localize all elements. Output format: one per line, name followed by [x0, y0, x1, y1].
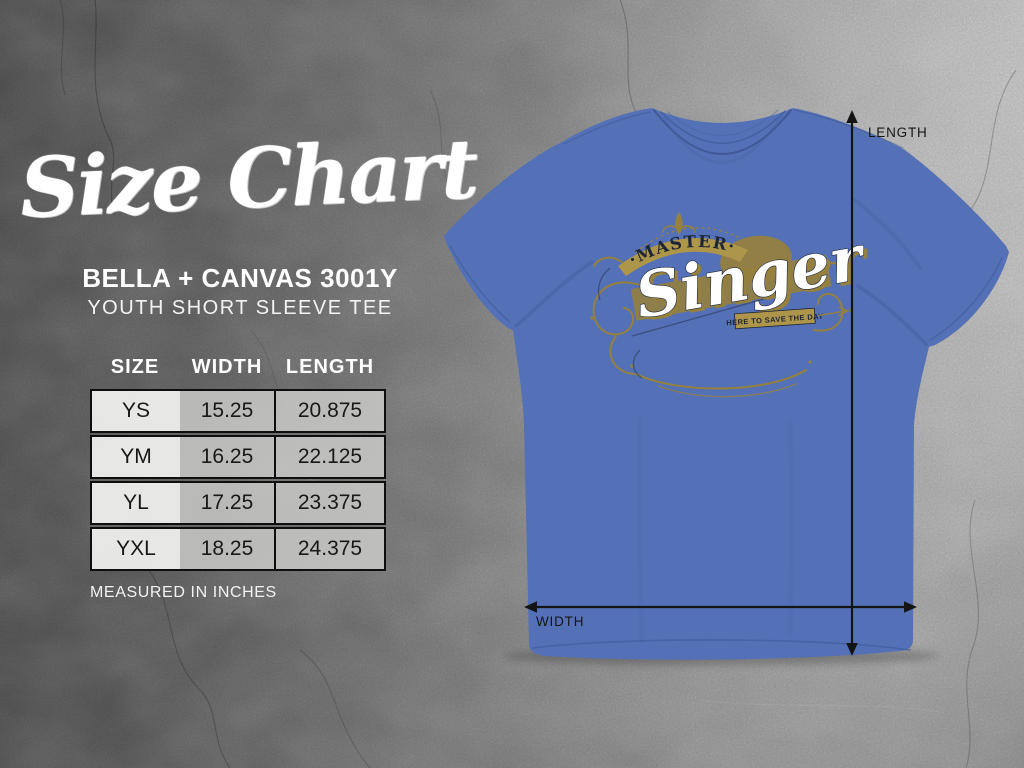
column-header-length: LENGTH	[285, 356, 375, 378]
length-arrow	[846, 110, 858, 656]
cell-length: 23.375	[274, 483, 384, 523]
flourish-dots	[590, 316, 812, 368]
singer-band	[630, 254, 832, 321]
cell-size: YS	[92, 391, 180, 431]
measured-in-inches-note: MEASURED IN INCHES	[90, 584, 277, 601]
column-header-width: WIDTH	[191, 356, 263, 378]
cell-size: YM	[92, 437, 180, 477]
width-label: WIDTH	[536, 614, 584, 629]
master-banner	[618, 238, 748, 276]
tshirt-body	[444, 108, 1009, 660]
measurement-arrows: LENGTH WIDTH	[524, 110, 928, 656]
cell-length: 24.375	[274, 529, 384, 569]
ribbon-background	[734, 307, 816, 330]
cell-width: 16.25	[180, 437, 274, 477]
length-label: LENGTH	[868, 125, 928, 140]
cell-size: YL	[92, 483, 180, 523]
table-row-yl: YL 17.25 23.375	[90, 481, 386, 525]
fleur-de-lis-icon	[662, 212, 696, 242]
brand-name: BELLA + CANVAS 3001Y	[82, 263, 398, 293]
product-name: YOUTH SHORT SLEEVE TEE	[87, 297, 393, 319]
cell-width: 18.25	[180, 529, 274, 569]
tagline-ribbon: HERE TO SAVE THE DAY	[726, 306, 854, 330]
tshirt-seams	[449, 109, 1003, 651]
cell-length: 20.875	[274, 391, 384, 431]
cell-width: 17.25	[180, 483, 274, 523]
ribbon-flourish	[818, 306, 850, 317]
table-row-yxl: YXL 18.25 24.375	[90, 527, 386, 571]
column-header-size: SIZE	[110, 356, 160, 378]
cell-width: 15.25	[180, 391, 274, 431]
cell-length: 22.125	[274, 437, 384, 477]
cell-size: YXL	[92, 529, 180, 569]
table-row-ys: YS 15.25 20.875	[90, 389, 386, 433]
width-arrow	[524, 601, 917, 613]
size-table-header-row: SIZE WIDTH LENGTH	[90, 356, 386, 379]
table-row-ym: YM 16.25 22.125	[90, 435, 386, 479]
tshirt-print-design: ·MASTER· Singer Singer HERE TO SAVE THE …	[590, 212, 876, 398]
size-table: YS 15.25 20.875 YM 16.25 22.125 YL 17.25…	[90, 389, 386, 573]
